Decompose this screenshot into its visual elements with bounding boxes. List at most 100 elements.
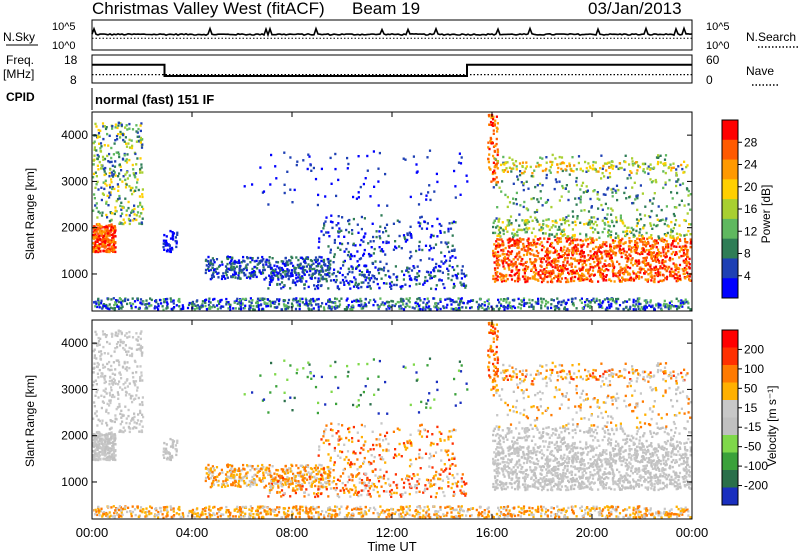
scatter-cell [96, 157, 99, 161]
scatter-cell [209, 261, 212, 264]
scatter-cell [487, 298, 490, 301]
scatter-cell [434, 287, 437, 291]
scatter-cell [597, 207, 600, 210]
scatter-cell [492, 277, 495, 281]
scatter-cell [95, 223, 98, 226]
scatter-cell [611, 209, 614, 212]
scatter-cell [610, 163, 613, 167]
scatter-cell [626, 257, 629, 260]
scatter-cell [548, 169, 551, 172]
scatter-cell [118, 402, 121, 406]
scatter-cell [669, 274, 672, 277]
scatter-cell [530, 244, 533, 247]
scatter-cell [126, 177, 129, 180]
scatter-cell [279, 272, 282, 276]
scatter-cell [119, 330, 122, 333]
scatter-cell [686, 250, 689, 254]
scatter-cell [545, 173, 548, 177]
scatter-cell [512, 202, 515, 205]
scatter-cell [493, 243, 496, 246]
scatter-cell [568, 243, 571, 246]
scatter-cell [681, 245, 684, 248]
scatter-cell [653, 308, 656, 311]
scatter-cell [568, 173, 571, 176]
scatter-cell [133, 207, 136, 211]
scatter-cell [155, 306, 159, 309]
scatter-cell [519, 170, 522, 173]
scatter-cell [527, 244, 531, 247]
scatter-cell [601, 245, 604, 248]
scatter-cell [116, 305, 119, 308]
scatter-cell [454, 273, 457, 277]
scatter-cell [509, 215, 513, 218]
scatter-cell [568, 224, 571, 227]
scatter-cell [670, 270, 674, 273]
scatter-cell [404, 283, 407, 286]
scatter-cell [416, 297, 419, 301]
scatter-cell [529, 258, 532, 261]
scatter-cell [110, 181, 113, 184]
scatter-cell [375, 235, 378, 239]
scatter-cell [229, 308, 232, 311]
scatter-cell [589, 256, 592, 260]
scatter-cell [107, 297, 110, 300]
scatter-cell [375, 277, 378, 281]
beam-label: Beam 19 [352, 0, 420, 18]
scatter-cell [688, 263, 691, 266]
scatter-cell [95, 235, 98, 239]
scatter-cell [551, 265, 554, 269]
scatter-cell [113, 308, 116, 311]
scatter-cell [603, 175, 606, 178]
scatter-cell [415, 278, 418, 282]
scatter-cell [99, 358, 103, 361]
scatter-cell [649, 268, 652, 272]
scatter-cell [612, 187, 615, 191]
scatter-cell [92, 246, 95, 249]
scatter-cell [500, 238, 503, 241]
scatter-cell [656, 162, 659, 166]
scatter-cell [95, 125, 98, 128]
scatter-cell [593, 189, 596, 192]
scatter-cell [626, 229, 629, 233]
scatter-cell [639, 240, 642, 243]
scatter-cell [592, 297, 595, 300]
scatter-cell [496, 161, 499, 165]
scatter-cell [461, 306, 464, 309]
scatter-cell [209, 307, 212, 310]
scatter-cell [560, 246, 563, 250]
scatter-cell [356, 250, 359, 253]
scatter-cell [582, 251, 585, 254]
scatter-cell [659, 161, 662, 164]
scatter-cell [279, 268, 282, 271]
scatter-cell [649, 244, 652, 248]
scatter-cell [403, 273, 406, 277]
scatter-cell [374, 300, 377, 303]
scatter-cell [200, 304, 203, 307]
scatter-cell [377, 305, 380, 309]
scatter-cell [318, 255, 321, 259]
scatter-cell [366, 285, 369, 289]
scatter-cell [578, 267, 581, 270]
scatter-cell [677, 266, 680, 270]
scatter-cell [347, 219, 350, 223]
scatter-cell [568, 162, 571, 165]
scatter-cell [568, 237, 571, 240]
scatter-cell [283, 183, 286, 186]
scatter-cell [545, 253, 549, 256]
scatter-cell [541, 169, 544, 173]
scatter-cell [571, 156, 574, 159]
scatter-cell [497, 250, 500, 254]
nave-label: Nave [746, 64, 774, 78]
scatter-cell [517, 277, 520, 280]
scatter-cell [655, 180, 658, 184]
scatter-cell [97, 440, 100, 443]
scatter-cell [113, 212, 116, 216]
scatter-cell [499, 226, 502, 230]
scatter-cell [326, 273, 329, 276]
scatter-cell [334, 301, 337, 305]
scatter-cell [462, 301, 465, 305]
scatter-cell [113, 439, 116, 442]
scatter-cell [586, 259, 589, 262]
scatter-cell [682, 259, 685, 262]
scatter-cell [500, 259, 503, 262]
